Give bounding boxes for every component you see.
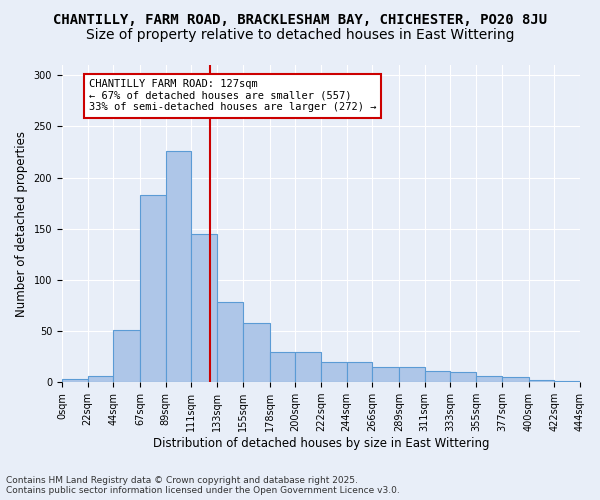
Bar xyxy=(529,380,554,382)
Text: CHANTILLY, FARM ROAD, BRACKLESHAM BAY, CHICHESTER, PO20 8JU: CHANTILLY, FARM ROAD, BRACKLESHAM BAY, C… xyxy=(53,12,547,26)
Bar xyxy=(372,367,399,382)
Bar xyxy=(451,372,476,382)
Bar xyxy=(88,376,113,382)
Text: Contains HM Land Registry data © Crown copyright and database right 2025.
Contai: Contains HM Land Registry data © Crown c… xyxy=(6,476,400,495)
Bar xyxy=(113,330,140,382)
Bar xyxy=(554,381,580,382)
Bar xyxy=(476,376,502,382)
X-axis label: Distribution of detached houses by size in East Wittering: Distribution of detached houses by size … xyxy=(153,437,489,450)
Bar xyxy=(140,195,166,382)
Bar xyxy=(295,352,321,382)
Text: Size of property relative to detached houses in East Wittering: Size of property relative to detached ho… xyxy=(86,28,514,42)
Bar xyxy=(243,323,269,382)
Bar xyxy=(62,379,88,382)
Y-axis label: Number of detached properties: Number of detached properties xyxy=(15,130,28,316)
Bar xyxy=(399,367,425,382)
Bar xyxy=(347,362,372,382)
Bar xyxy=(425,371,451,382)
Bar xyxy=(166,151,191,382)
Bar xyxy=(191,234,217,382)
Bar xyxy=(269,352,295,382)
Bar xyxy=(502,377,529,382)
Bar xyxy=(217,302,243,382)
Text: CHANTILLY FARM ROAD: 127sqm
← 67% of detached houses are smaller (557)
33% of se: CHANTILLY FARM ROAD: 127sqm ← 67% of det… xyxy=(89,80,376,112)
Bar xyxy=(321,362,347,382)
